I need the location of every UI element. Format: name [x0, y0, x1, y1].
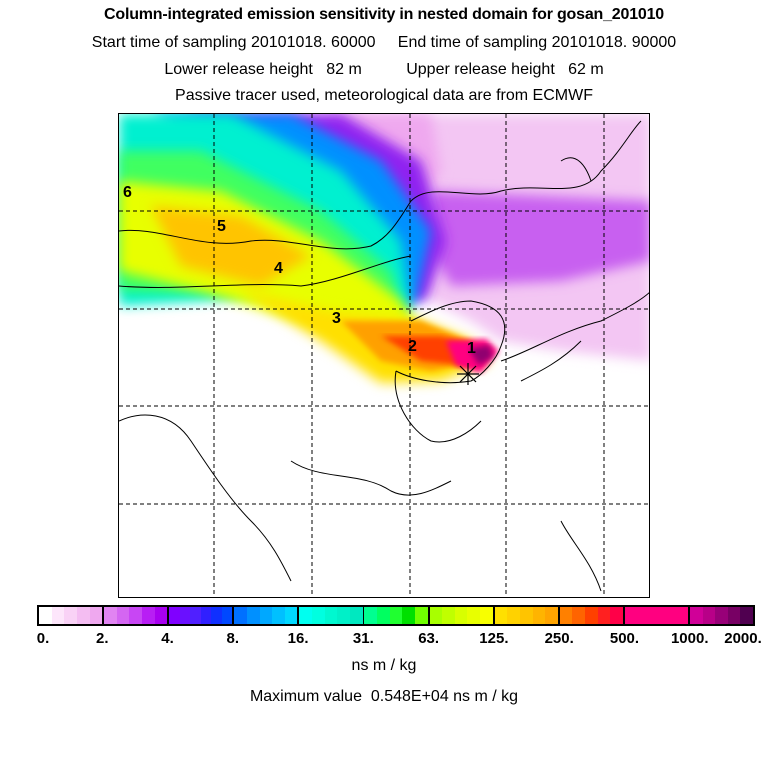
colorbar-swatch	[727, 607, 741, 624]
colorbar-tick-label: 16.	[287, 630, 309, 647]
colorbar-swatch	[377, 607, 390, 624]
colorbar-swatch	[637, 607, 651, 624]
colorbar-swatch	[169, 607, 180, 624]
colorbar-swatch	[610, 607, 623, 624]
colorbar-tick-label: 250.	[544, 630, 574, 647]
sensitivity-field	[119, 114, 649, 383]
colorbar-swatch	[442, 607, 455, 624]
colorbar-segment	[234, 607, 300, 624]
day-label-5: 5	[217, 218, 226, 235]
colorbar-swatch	[545, 607, 558, 624]
colorbar-tick-label: 31.	[352, 630, 374, 647]
day-label-3: 3	[332, 310, 341, 327]
colorbar-swatch	[200, 607, 212, 624]
colorbar-segment	[169, 607, 235, 624]
colorbar-swatch	[221, 607, 233, 624]
colorbar-swatch	[454, 607, 468, 624]
colorbar-tick-label: 500.	[609, 630, 640, 647]
colorbar-swatch	[429, 607, 443, 624]
colorbar-swatch	[116, 607, 130, 624]
colorbar-tick-label: 2.	[96, 630, 109, 647]
colorbar-segment	[429, 607, 495, 624]
colorbar-swatch	[259, 607, 273, 624]
colorbar-swatch	[480, 607, 493, 624]
day-label-1: 1	[467, 340, 476, 357]
colorbar-swatch	[507, 607, 520, 624]
colorbar-swatch	[467, 607, 481, 624]
colorbar-tick-label: 1000.	[670, 630, 709, 647]
colorbar-units: ns m / kg	[351, 657, 417, 674]
colorbar-tick-label: 125.	[479, 630, 509, 647]
colorbar-segment	[559, 607, 625, 624]
colorbar-segment	[624, 607, 690, 624]
sampling-times: Start time of sampling 20101018. 60000 E…	[91, 34, 677, 51]
colorbar-swatch	[740, 607, 754, 624]
day-label-6: 6	[123, 184, 132, 201]
colorbar-swatch	[414, 607, 428, 624]
colorbar-swatch	[39, 607, 52, 624]
colorbar-swatch	[89, 607, 103, 624]
colorbar-swatch	[211, 607, 222, 624]
colorbar-swatch	[519, 607, 533, 624]
colorbar-tick-label: 8.	[226, 630, 240, 647]
colorbar-swatch	[624, 607, 638, 624]
colorbar-swatch	[702, 607, 716, 624]
colorbar-swatch	[272, 607, 285, 624]
colorbar-segment	[689, 607, 754, 624]
colorbar-swatch	[585, 607, 598, 624]
colorbar-swatch	[234, 607, 247, 624]
colorbar-swatch	[675, 607, 688, 624]
colorbar-swatch	[141, 607, 155, 624]
colorbar-swatch	[532, 607, 546, 624]
colorbar-tick-label: 0.	[36, 630, 50, 647]
colorbar-swatch	[190, 607, 201, 624]
colorbar-swatch	[104, 607, 117, 624]
colorbar-swatch	[76, 607, 90, 624]
colorbar-segment	[299, 607, 365, 624]
colorbar-swatch	[246, 607, 260, 624]
colorbar-swatch	[284, 607, 298, 624]
colorbar-tick-label: 2000.	[724, 630, 762, 647]
colorbar-swatch	[129, 607, 142, 624]
graticule	[119, 114, 649, 597]
release-marker-star-icon	[457, 363, 479, 385]
colorbar-swatch	[389, 607, 403, 624]
colorbar-swatch	[715, 607, 728, 624]
tracer-info: Passive tracer used, meteorological data…	[175, 87, 593, 104]
colorbar-swatch	[559, 607, 573, 624]
maximum-value: Maximum value 0.548E+04 ns m / kg	[249, 688, 519, 705]
colorbar-swatch	[324, 607, 338, 624]
colorbar-swatch	[154, 607, 168, 624]
colorbar-swatch	[494, 607, 508, 624]
colorbar-swatch	[662, 607, 676, 624]
colorbar-swatch	[597, 607, 611, 624]
colorbar-swatch	[402, 607, 415, 624]
colorbar	[37, 605, 755, 626]
day-label-2: 2	[408, 338, 417, 355]
colorbar-swatch	[650, 607, 663, 624]
colorbar-swatch	[299, 607, 312, 624]
colorbar-swatch	[364, 607, 378, 624]
plot-title: Column-integrated emission sensitivity i…	[104, 6, 664, 23]
colorbar-swatch	[337, 607, 350, 624]
colorbar-swatch	[179, 607, 191, 624]
colorbar-segment	[39, 607, 105, 624]
colorbar-swatch	[349, 607, 363, 624]
colorbar-tick-label: 4.	[161, 630, 174, 647]
colorbar-swatch	[51, 607, 65, 624]
colorbar-segment	[104, 607, 170, 624]
release-heights: Lower release height 82 m Upper release …	[164, 61, 604, 78]
coastlines	[119, 120, 649, 592]
sensitivity-map: 1 2 3 4 5 6	[118, 113, 650, 598]
map-canvas: 1 2 3 4 5 6	[119, 114, 649, 597]
colorbar-swatch	[64, 607, 77, 624]
colorbar-swatch	[689, 607, 703, 624]
colorbar-tick-label: 63.	[418, 630, 440, 647]
colorbar-segment	[364, 607, 430, 624]
colorbar-swatch	[572, 607, 585, 624]
day-label-4: 4	[274, 260, 283, 277]
colorbar-swatch	[312, 607, 325, 624]
colorbar-segment	[494, 607, 560, 624]
